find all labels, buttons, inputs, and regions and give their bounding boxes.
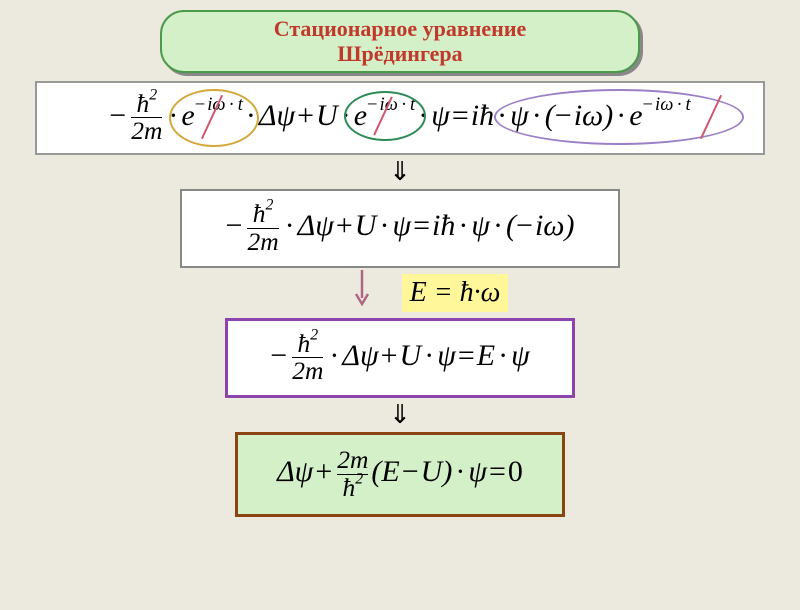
equation-2: −ħ22m·Δψ+U·ψ=iħ·ψ·(−iω) [226, 209, 575, 242]
arrow-curved-icon [350, 268, 374, 312]
equation-4-box: Δψ+2mħ2(E−U)·ψ=0 [235, 432, 565, 517]
title-line-1: Стационарное уравнение [182, 16, 618, 41]
circle-2: e−iω·t [354, 99, 416, 133]
equation-3: −ħ22m·Δψ+U·ψ=E·ψ [270, 339, 529, 372]
equation-2-box: −ħ22m·Δψ+U·ψ=iħ·ψ·(−iω) [180, 189, 620, 268]
energy-relation: E = ħ·ω [402, 274, 509, 312]
title-line-2: Шрёдингера [182, 41, 618, 66]
arrow-1: ⇓ [0, 159, 800, 185]
title-box: Стационарное уравнение Шрёдингера [160, 10, 640, 73]
circle-3: ψ·(−iω)·e−iω·t [510, 99, 691, 133]
energy-row: E = ħ·ω [180, 274, 620, 312]
circle-1: e−iω·t [181, 99, 243, 133]
arrow-2: ⇓ [0, 402, 800, 428]
equation-3-box: −ħ22m·Δψ+U·ψ=E·ψ [225, 318, 575, 399]
equation-4: Δψ+2mħ2(E−U)·ψ=0 [277, 455, 523, 488]
equation-1: −ħ22m·e−iω·t ·Δψ+U·e−iω·t ·ψ=iħ·ψ·(−iω)·… [109, 99, 690, 132]
equation-1-box: −ħ22m·e−iω·t ·Δψ+U·e−iω·t ·ψ=iħ·ψ·(−iω)·… [35, 81, 765, 156]
